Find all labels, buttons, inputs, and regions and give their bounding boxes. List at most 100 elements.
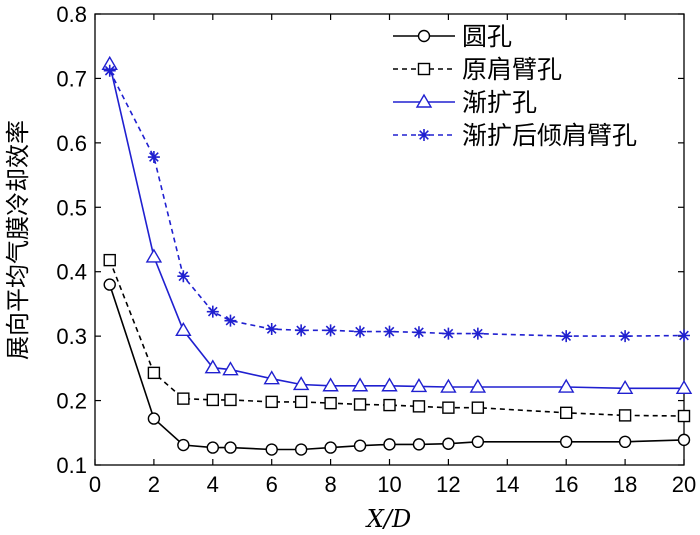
data-point	[177, 438, 190, 452]
data-point	[677, 409, 691, 423]
data-point	[675, 379, 693, 395]
data-point	[412, 400, 426, 413]
series-line	[108, 64, 684, 390]
axis-ticks: 0 2 4 6 8 10 12 14 16 18 20 0.1 0.2 0.3 0.4 0.5 0.6 0.7 0.…	[56, 2, 696, 497]
x-tick-label: 12	[436, 472, 460, 497]
legend-swatch-marker	[417, 62, 431, 76]
data-point	[324, 396, 337, 410]
data-point	[560, 330, 573, 343]
series-line	[108, 70, 685, 337]
data-point	[442, 401, 455, 414]
data-point	[383, 325, 396, 338]
series-line	[108, 284, 685, 451]
data-point	[324, 324, 337, 337]
data-point	[471, 435, 485, 449]
data-point	[383, 398, 396, 412]
x-tick-label: 8	[324, 472, 336, 497]
x-tick-label: 10	[377, 472, 401, 497]
data-point	[206, 441, 220, 454]
data-point	[353, 398, 367, 411]
x-tick-label: 18	[613, 472, 637, 497]
y-tick-label: 0.6	[56, 131, 87, 156]
data-point	[175, 321, 192, 337]
data-point	[412, 438, 426, 451]
y-tick-label: 0.7	[56, 66, 87, 91]
x-axis-title: X/D	[365, 505, 411, 531]
data-point	[147, 366, 161, 380]
data-point	[618, 409, 632, 422]
data-point	[265, 395, 278, 409]
data-point	[353, 439, 367, 452]
legend-swatch-marker	[418, 129, 430, 141]
data-point	[471, 401, 485, 414]
y-tick-label: 0.2	[56, 389, 87, 414]
data-point	[263, 370, 280, 385]
data-point	[224, 393, 237, 407]
y-tick-label: 0.5	[56, 195, 87, 220]
legend-item-4: 渐扩后倾肩臂孔	[393, 121, 637, 150]
data-point	[324, 441, 337, 454]
data-point	[618, 435, 632, 449]
series-2	[103, 253, 691, 423]
data-point	[616, 379, 634, 395]
data-point	[560, 406, 573, 420]
data-point	[147, 151, 160, 164]
data-point	[147, 412, 161, 425]
x-tick-label: 2	[148, 472, 160, 497]
data-point	[204, 359, 222, 374]
data-point	[206, 393, 220, 407]
x-tick-label: 20	[672, 472, 696, 497]
data-point	[103, 253, 116, 267]
data-point	[295, 324, 308, 337]
data-point	[619, 330, 632, 343]
legend-item-1: 圆孔	[393, 22, 512, 51]
data-point	[440, 378, 457, 393]
data-point	[292, 376, 310, 391]
series-1	[103, 278, 691, 456]
data-point	[442, 327, 455, 340]
data-point	[351, 377, 369, 392]
legend-item-3: 渐扩孔	[393, 88, 537, 117]
series-4	[103, 64, 690, 343]
y-tick-label: 0.1	[56, 453, 87, 478]
data-point	[224, 441, 237, 454]
data-point	[678, 329, 690, 342]
x-tick-label: 14	[495, 472, 519, 497]
data-point	[294, 443, 308, 456]
legend-swatch-marker	[415, 93, 433, 108]
legend-label: 圆孔	[462, 22, 512, 51]
x-tick-label: 4	[207, 472, 219, 497]
data-point	[265, 443, 278, 456]
data-point	[354, 325, 367, 338]
data-point	[177, 392, 190, 405]
legend-swatch-marker	[417, 29, 431, 43]
data-point	[469, 378, 487, 393]
x-tick-label: 6	[266, 472, 278, 497]
data-point	[677, 433, 691, 447]
y-axis-title: 展向平均气膜冷却效率	[4, 120, 32, 360]
data-point	[410, 378, 428, 393]
data-point	[103, 278, 116, 291]
data-point	[224, 314, 237, 327]
legend-item-2: 原肩臂孔	[393, 55, 562, 84]
data-point	[222, 361, 239, 376]
y-tick-label: 0.3	[56, 324, 87, 349]
data-point	[294, 395, 308, 409]
data-point	[471, 327, 484, 340]
y-tick-label: 0.8	[56, 2, 87, 27]
data-point	[265, 323, 278, 336]
data-point	[177, 270, 190, 283]
legend-label: 原肩臂孔	[462, 55, 562, 84]
series-layer	[101, 55, 693, 456]
series-3	[101, 55, 693, 395]
series-line	[108, 259, 685, 417]
data-point	[381, 377, 398, 392]
y-tick-label: 0.4	[56, 260, 87, 285]
data-point	[145, 248, 163, 263]
legend-label: 渐扩孔	[462, 88, 537, 117]
data-point	[103, 64, 116, 77]
data-point	[383, 438, 396, 451]
